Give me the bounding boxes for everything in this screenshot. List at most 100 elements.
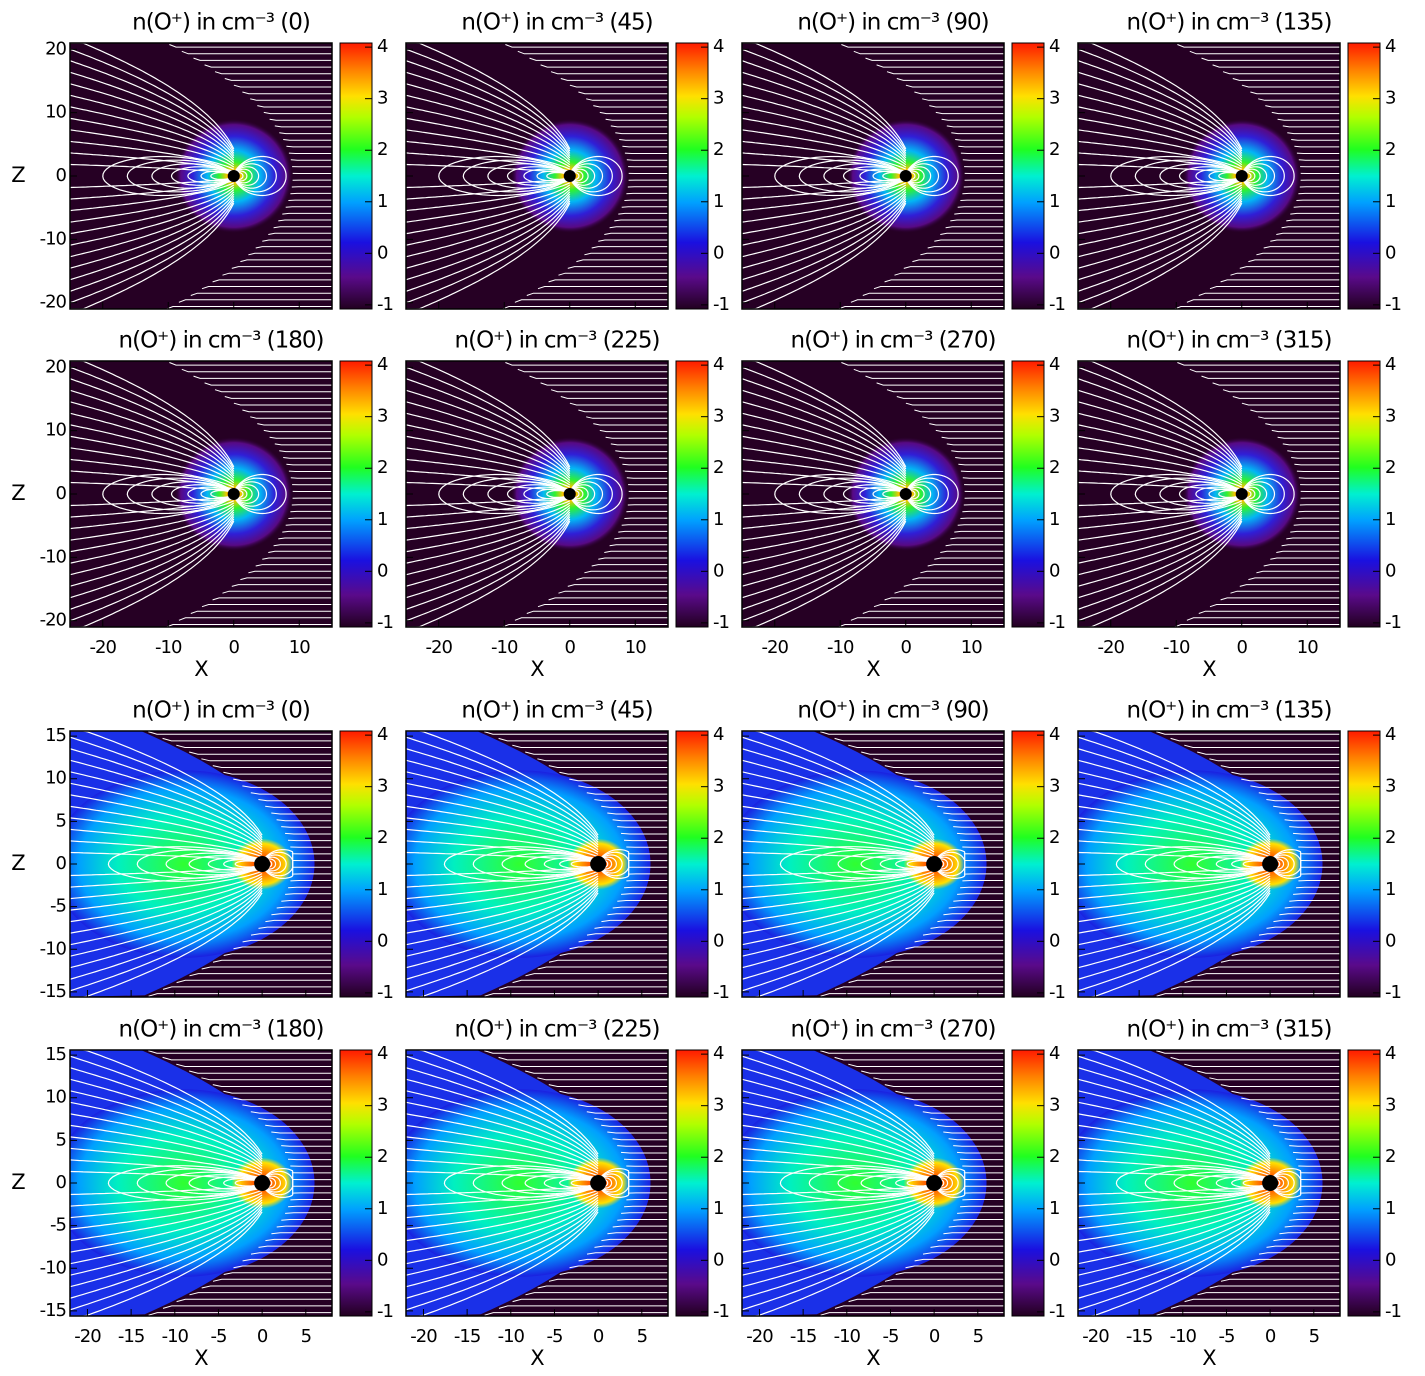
colorbar-tick-label: 1: [1385, 1198, 1395, 1219]
x-tick-label: -10: [827, 637, 854, 658]
x-axis-label: X: [866, 657, 880, 681]
colorbar-tick-label: 0: [1385, 930, 1396, 951]
x-tick-label: -15: [790, 1326, 816, 1347]
y-tick-label: 10: [45, 102, 66, 123]
y-tick-label: -20: [40, 610, 67, 631]
colorbar: [676, 1050, 708, 1316]
x-tick-label: -20: [746, 1326, 773, 1347]
y-axis-label: Z: [11, 163, 25, 187]
y-tick-label: -20: [40, 292, 67, 313]
panel-title: n(O⁺) in cm⁻³ (90): [797, 10, 988, 36]
y-tick-label: 5: [56, 810, 66, 831]
colorbar-tick-label: -1: [1385, 612, 1401, 633]
x-tick-label: 5: [973, 1326, 983, 1347]
y-tick-label: -5: [50, 896, 66, 917]
y-tick-label: 15: [45, 725, 66, 746]
plot-area: [53, 1050, 332, 1316]
colorbar-tick-label: 4: [1049, 36, 1060, 57]
colorbar-tick-label: 0: [377, 242, 388, 263]
streamline: [288, 1206, 332, 1207]
plot-area: [1061, 731, 1340, 997]
colorbar-tick-label: 4: [1049, 354, 1060, 375]
x-tick-label: -5: [1218, 1326, 1234, 1347]
planet: [564, 488, 576, 500]
colorbar-tick-label: 2: [713, 457, 723, 478]
colorbar: [340, 361, 372, 627]
colorbar-tick-label: -1: [713, 294, 729, 315]
planet: [228, 170, 240, 182]
colorbar-tick-label: 3: [1049, 1095, 1060, 1116]
x-axis-label: X: [866, 1346, 880, 1370]
colorbar-tick-label: -1: [377, 294, 393, 315]
colorbar-tick-label: 1: [1385, 879, 1395, 900]
colorbar-tick-label: 0: [713, 560, 724, 581]
colorbar-tick-label: -1: [1049, 1301, 1065, 1322]
planet: [926, 1175, 942, 1191]
colorbar-tick-label: 3: [1049, 88, 1060, 109]
streamline: [624, 1206, 668, 1207]
y-tick-label: -10: [40, 546, 67, 567]
colorbar-tick-label: -1: [377, 612, 393, 633]
colorbar-tick-label: 1: [1385, 191, 1395, 212]
x-tick-label: 0: [901, 637, 912, 658]
y-tick-label: 10: [45, 1087, 66, 1108]
colorbar-tick-label: 2: [377, 827, 387, 848]
plot-area: [53, 731, 332, 997]
x-tick-label: 0: [929, 1326, 940, 1347]
x-axis-label: X: [1202, 657, 1216, 681]
x-tick-label: -20: [762, 637, 789, 658]
colorbar-tick-label: -1: [1385, 294, 1401, 315]
colorbar-tick-label: 1: [1049, 1198, 1059, 1219]
colorbar-tick-label: 1: [713, 191, 723, 212]
x-tick-label: 0: [1237, 637, 1248, 658]
plot-area: [406, 43, 668, 309]
planet: [926, 856, 942, 872]
colorbar: [1012, 1050, 1044, 1316]
y-tick-label: 0: [56, 165, 67, 186]
colorbar-tick-label: 0: [1049, 930, 1060, 951]
x-tick-label: -10: [155, 637, 182, 658]
colorbar-tick-label: 0: [713, 1249, 724, 1270]
colorbar-tick-label: 2: [377, 457, 387, 478]
y-tick-label: 0: [56, 483, 67, 504]
x-tick-label: 10: [961, 637, 982, 658]
x-tick-label: -5: [210, 1326, 226, 1347]
colorbar-tick-label: 3: [377, 88, 388, 109]
colorbar-tick-label: 4: [1385, 1043, 1396, 1064]
planet: [1262, 1175, 1278, 1191]
x-tick-label: -20: [426, 637, 453, 658]
streamline: [288, 887, 332, 888]
colorbar-tick-label: -1: [377, 1301, 393, 1322]
colorbar-tick-label: 4: [1385, 724, 1396, 745]
panel-title: n(O⁺) in cm⁻³ (315): [1127, 328, 1332, 354]
y-tick-label: 20: [45, 38, 66, 59]
colorbar-tick-label: 2: [377, 1146, 387, 1167]
x-axis-label: X: [194, 657, 208, 681]
colorbar: [676, 361, 708, 627]
colorbar-tick-label: 3: [377, 406, 388, 427]
plot-area: [742, 361, 1004, 627]
colorbar-tick-label: 0: [1385, 242, 1396, 263]
colorbar-tick-label: -1: [713, 1301, 729, 1322]
plot-area: [725, 1050, 1004, 1316]
colorbar-tick-label: 0: [1049, 560, 1060, 581]
colorbar-tick-label: -1: [1385, 1301, 1401, 1322]
panel-title: n(O⁺) in cm⁻³ (225): [455, 1017, 660, 1043]
x-tick-label: -10: [498, 1326, 525, 1347]
y-tick-label: 5: [56, 1129, 66, 1150]
colorbar-tick-label: 3: [713, 88, 724, 109]
colorbar-tick-label: 0: [377, 930, 388, 951]
planet: [254, 856, 270, 872]
colorbar: [676, 43, 708, 309]
x-tick-label: -10: [1163, 637, 1190, 658]
colorbar-tick-label: 3: [713, 776, 724, 797]
colorbar-tick-label: 0: [377, 1249, 388, 1270]
colorbar-tick-label: 4: [713, 36, 724, 57]
